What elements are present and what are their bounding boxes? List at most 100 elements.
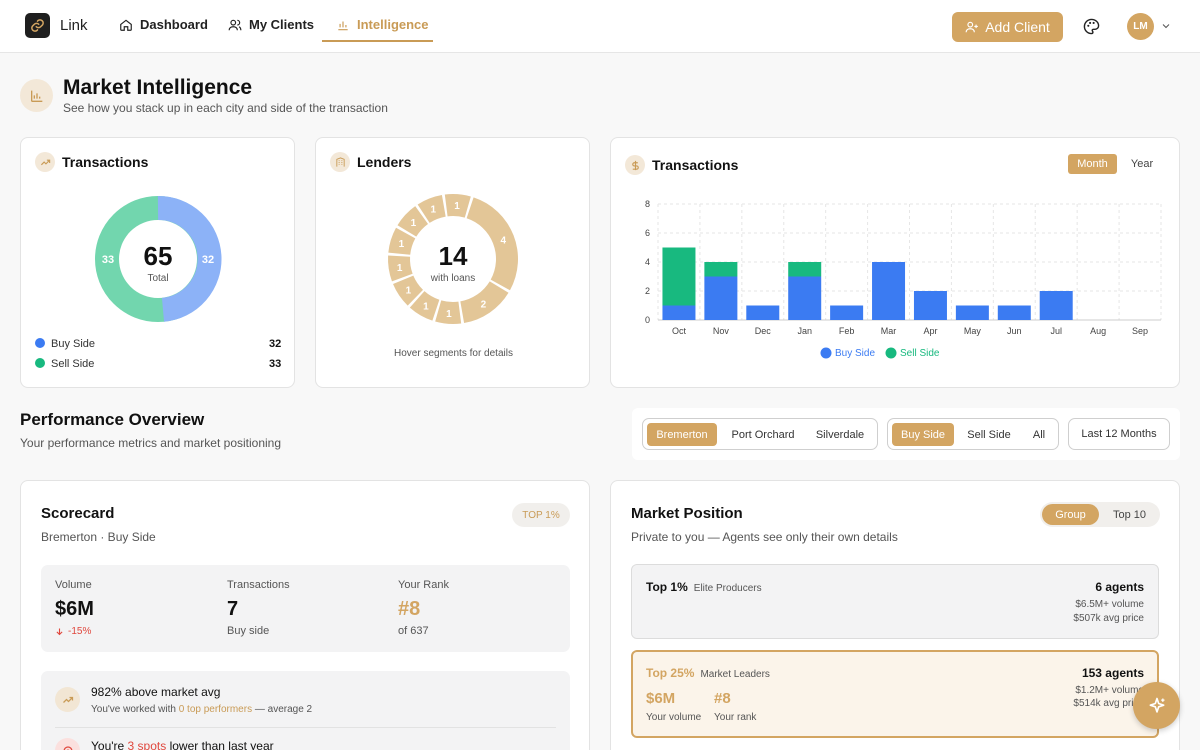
transactions-donut[interactable]: 32 33 65 Total	[90, 191, 226, 327]
bar-sell-side[interactable]	[662, 247, 696, 306]
nav-intelligence[interactable]: Intelligence	[336, 17, 429, 32]
rank-badge: TOP 1%	[512, 503, 570, 527]
legend-sell-value: 33	[269, 358, 282, 370]
period-filter-button[interactable]: Last 12 Months	[1068, 418, 1170, 450]
bar-buy-side[interactable]	[746, 305, 780, 321]
chart-legend-label[interactable]: Buy Side	[835, 348, 875, 359]
insight2-spots: 3 spots	[127, 739, 167, 750]
bar-buy-side[interactable]	[830, 305, 864, 321]
tier-top-25[interactable]: Top 25% Market Leaders 153 agents $1.2M+ …	[631, 650, 1159, 738]
lender-segment[interactable]	[417, 194, 446, 223]
bar-buy-side[interactable]	[1039, 291, 1073, 320]
nav-my-clients[interactable]: My Clients	[228, 17, 314, 32]
top10-toggle-button[interactable]: Top 10	[1112, 508, 1147, 521]
sell-segment-label: 33	[102, 254, 114, 266]
insights-panel: 982% above market avg You've worked with…	[41, 671, 570, 750]
legend-buy-label: Buy Side	[51, 338, 96, 350]
bar-buy-side[interactable]	[913, 291, 947, 320]
lender-segment-label: 2	[481, 300, 487, 311]
y-tick-label: 8	[645, 199, 650, 209]
x-tick-label: Aug	[1090, 326, 1106, 336]
home-icon	[120, 19, 132, 31]
transactions-bar-chart: 0 2 4 6 8 Oct Nov Dec Jan Feb Mar Apr May Jun Jul Aug Se…	[645, 199, 1162, 359]
bar-buy-side[interactable]	[788, 276, 822, 321]
lenders-total: 14	[439, 241, 468, 271]
transactions-total: 65	[144, 241, 173, 271]
lender-segment[interactable]	[397, 206, 429, 237]
nav-dashboard[interactable]: Dashboard	[119, 17, 208, 32]
donut-segment-buy[interactable]	[157, 195, 222, 322]
tier-top-1-sub: Elite Producers	[693, 583, 762, 594]
brand-name[interactable]: Link	[60, 17, 88, 34]
legend-dot-sell	[35, 358, 45, 368]
scorecard-stats: Volume $6M -15% Transactions 7 Buy side …	[41, 565, 570, 652]
lenders-hint: Hover segments for details	[394, 348, 513, 359]
lender-segment[interactable]	[460, 281, 509, 324]
side-sell[interactable]: Sell Side	[967, 428, 1011, 441]
bar-buy-side[interactable]	[872, 262, 906, 320]
tier-top-25-agents: 153 agents	[1081, 666, 1144, 680]
city-port-orchard[interactable]: Port Orchard	[731, 428, 795, 441]
volume-value: $6M	[55, 598, 94, 620]
palette-icon[interactable]	[1083, 18, 1100, 35]
user-avatar[interactable]: LM	[1127, 13, 1154, 40]
side-all[interactable]: All	[1032, 428, 1046, 441]
lender-segment[interactable]	[409, 291, 440, 321]
dollar-icon	[625, 155, 645, 175]
bar-sell-side[interactable]	[704, 262, 738, 277]
year-toggle-button[interactable]: Year	[1130, 158, 1154, 170]
y-tick-label: 4	[645, 257, 650, 267]
tier-top-25-label: Top 25%	[646, 666, 695, 680]
lender-segment[interactable]	[388, 227, 416, 255]
group-toggle-button[interactable]: Group	[1042, 504, 1099, 525]
ai-assistant-button[interactable]	[1133, 682, 1180, 729]
link-logo[interactable]	[25, 13, 50, 38]
chart-legend-label[interactable]: Sell Side	[900, 348, 940, 359]
link-icon	[31, 19, 44, 32]
bar-chart-icon	[338, 21, 348, 30]
insight-top-performers-link[interactable]: 0 top performers	[178, 704, 253, 715]
lender-segment[interactable]	[388, 255, 413, 282]
your-volume-label: Your volume	[646, 712, 702, 723]
tier-top-1-volume: $6.5M+ volume	[1075, 599, 1144, 610]
side-buy[interactable]: Buy Side	[892, 423, 954, 446]
x-tick-label: Dec	[755, 326, 772, 336]
lender-segment-label: 4	[501, 235, 507, 246]
tier-top-25-volume: $1.2M+ volume	[1075, 685, 1144, 696]
add-client-button[interactable]: Add Client	[952, 12, 1063, 42]
nav-dashboard-label: Dashboard	[140, 17, 208, 32]
transactions-donut-card: Transactions 32 33 65 Total Buy Side 32 …	[20, 137, 295, 388]
transactions-chart-title: Transactions	[652, 157, 739, 173]
buy-segment-label: 32	[202, 254, 214, 266]
market-position-title: Market Position	[631, 505, 743, 522]
bar-buy-side[interactable]	[955, 305, 989, 321]
tier-top-1[interactable]: Top 1% Elite Producers 6 agents $6.5M+ vo…	[631, 564, 1159, 639]
bar-buy-side[interactable]	[662, 305, 696, 321]
y-tick-label: 2	[645, 286, 650, 296]
page-subtitle: See how you stack up in each city and si…	[63, 101, 388, 115]
lender-segment[interactable]	[435, 300, 462, 324]
lender-segment[interactable]	[466, 197, 518, 291]
bar-sell-side[interactable]	[788, 262, 822, 277]
city-silverdale[interactable]: Silverdale	[815, 428, 865, 441]
x-tick-label: Sep	[1132, 326, 1148, 336]
users-icon	[228, 19, 242, 30]
lender-segment[interactable]	[444, 194, 471, 218]
add-user-icon	[965, 21, 979, 33]
lender-segment[interactable]	[393, 275, 424, 306]
month-toggle-button[interactable]: Month	[1068, 154, 1117, 174]
lender-segment-label: 1	[431, 205, 437, 216]
bar-buy-side[interactable]	[997, 305, 1031, 321]
page-title: Market Intelligence	[63, 76, 253, 99]
bar-buy-side[interactable]	[704, 276, 738, 321]
tier-top-1-agents: 6 agents	[1095, 580, 1144, 594]
group-toggle: Group Top 10	[1040, 502, 1160, 527]
insight-target-icon	[55, 738, 80, 750]
chevron-down-icon[interactable]	[1160, 20, 1172, 32]
insight-above-avg: 982% above market avg	[91, 685, 221, 699]
lenders-card: Lenders 4 2 1 1 1 1 1 1 1 1 14 with loans Hover se…	[315, 137, 590, 388]
city-bremerton[interactable]: Bremerton	[647, 423, 717, 446]
legend-buy-value: 32	[269, 338, 282, 350]
legend-dot-buy	[35, 338, 45, 348]
